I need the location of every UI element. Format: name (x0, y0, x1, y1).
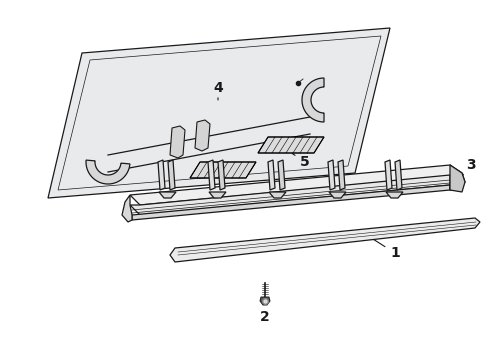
Polygon shape (159, 192, 176, 198)
Polygon shape (195, 120, 209, 151)
Polygon shape (130, 175, 449, 215)
Polygon shape (132, 185, 449, 220)
Polygon shape (337, 160, 345, 190)
Polygon shape (394, 160, 401, 190)
Polygon shape (208, 192, 225, 198)
Polygon shape (449, 165, 464, 190)
Polygon shape (328, 192, 346, 198)
Polygon shape (207, 160, 215, 190)
Polygon shape (190, 162, 256, 178)
Polygon shape (267, 160, 274, 190)
Polygon shape (218, 160, 224, 190)
Polygon shape (258, 137, 324, 153)
Text: 2: 2 (260, 299, 269, 324)
Polygon shape (170, 126, 184, 158)
Polygon shape (385, 192, 402, 198)
Polygon shape (130, 165, 459, 205)
Text: 3: 3 (461, 158, 475, 176)
Polygon shape (122, 195, 132, 222)
Polygon shape (48, 28, 389, 198)
Polygon shape (168, 160, 175, 190)
Polygon shape (260, 297, 269, 305)
Polygon shape (278, 160, 285, 190)
Polygon shape (158, 160, 164, 190)
Polygon shape (449, 165, 464, 192)
Polygon shape (268, 192, 285, 198)
Text: 1: 1 (366, 235, 399, 260)
Polygon shape (170, 218, 479, 262)
Text: 5: 5 (292, 154, 309, 169)
Polygon shape (302, 78, 324, 122)
Polygon shape (86, 160, 130, 184)
Polygon shape (384, 160, 391, 190)
Text: 4: 4 (213, 81, 223, 100)
Polygon shape (327, 160, 334, 190)
